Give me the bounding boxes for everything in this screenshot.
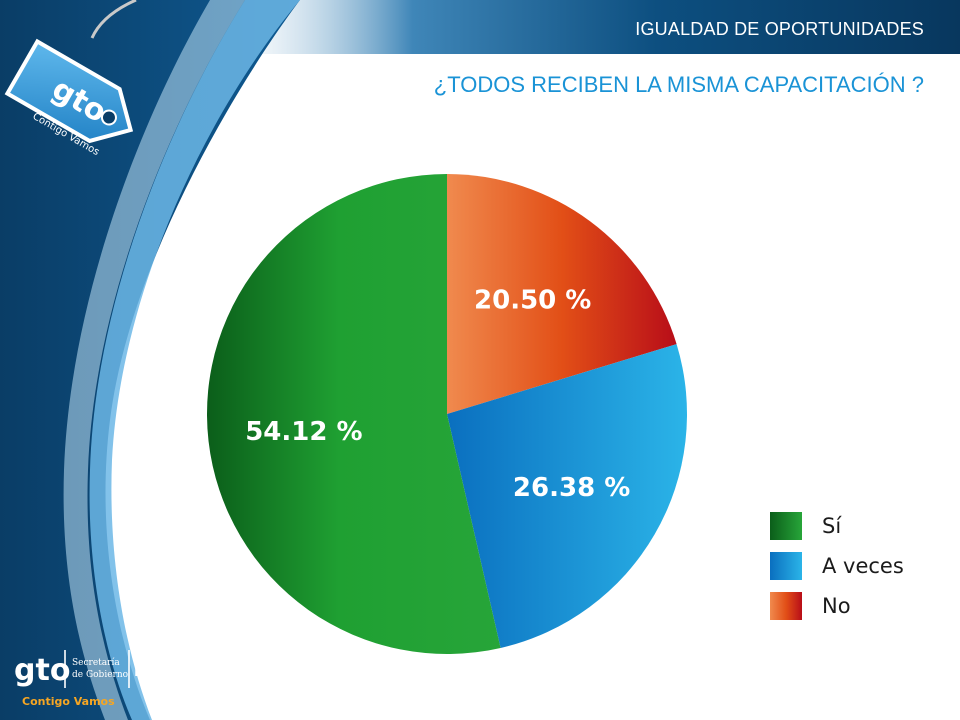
left-decor-swoosh: [89, 0, 300, 720]
legend-label-a-veces: A veces: [822, 554, 904, 578]
pie-label-no: 20.50 %: [474, 285, 591, 315]
legend-item-a-veces: A veces: [770, 546, 904, 586]
pie-slice-a-veces: [447, 344, 688, 648]
chart-legend: Sí A veces No: [770, 506, 904, 626]
legend-item-si: Sí: [770, 506, 904, 546]
pie-slice-no: [447, 174, 677, 414]
legend-swatch-no: [770, 592, 802, 620]
section-title: IGUALDAD DE OPORTUNIDADES: [635, 19, 924, 39]
pie-label-si: 54.12 %: [245, 417, 362, 447]
legend-label-si: Sí: [822, 514, 842, 538]
legend-label-no: No: [822, 594, 851, 618]
legend-swatch-a-veces: [770, 552, 802, 580]
footer-org-line1: Secretaría: [72, 657, 120, 668]
header-bar: [200, 0, 960, 54]
footer-org-line2: de Gobierno: [72, 670, 128, 680]
footer-gto-logo: gto: [14, 653, 70, 688]
left-decor-swoosh-2: [63, 0, 245, 720]
pie-slice-si: [206, 174, 501, 654]
footer-imug-logo: IMUG: [134, 664, 176, 680]
legend-item-no: No: [770, 586, 904, 626]
gto-tag-logo: [4, 38, 134, 144]
legend-swatch-si: [770, 512, 802, 540]
footer-tagline: Contigo Vamos: [22, 695, 115, 708]
tag-string: [90, 0, 137, 39]
pie-label-a-veces: 26.38 %: [513, 473, 630, 503]
question-title: ¿TODOS RECIBEN LA MISMA CAPACITACIÓN ?: [433, 72, 924, 97]
